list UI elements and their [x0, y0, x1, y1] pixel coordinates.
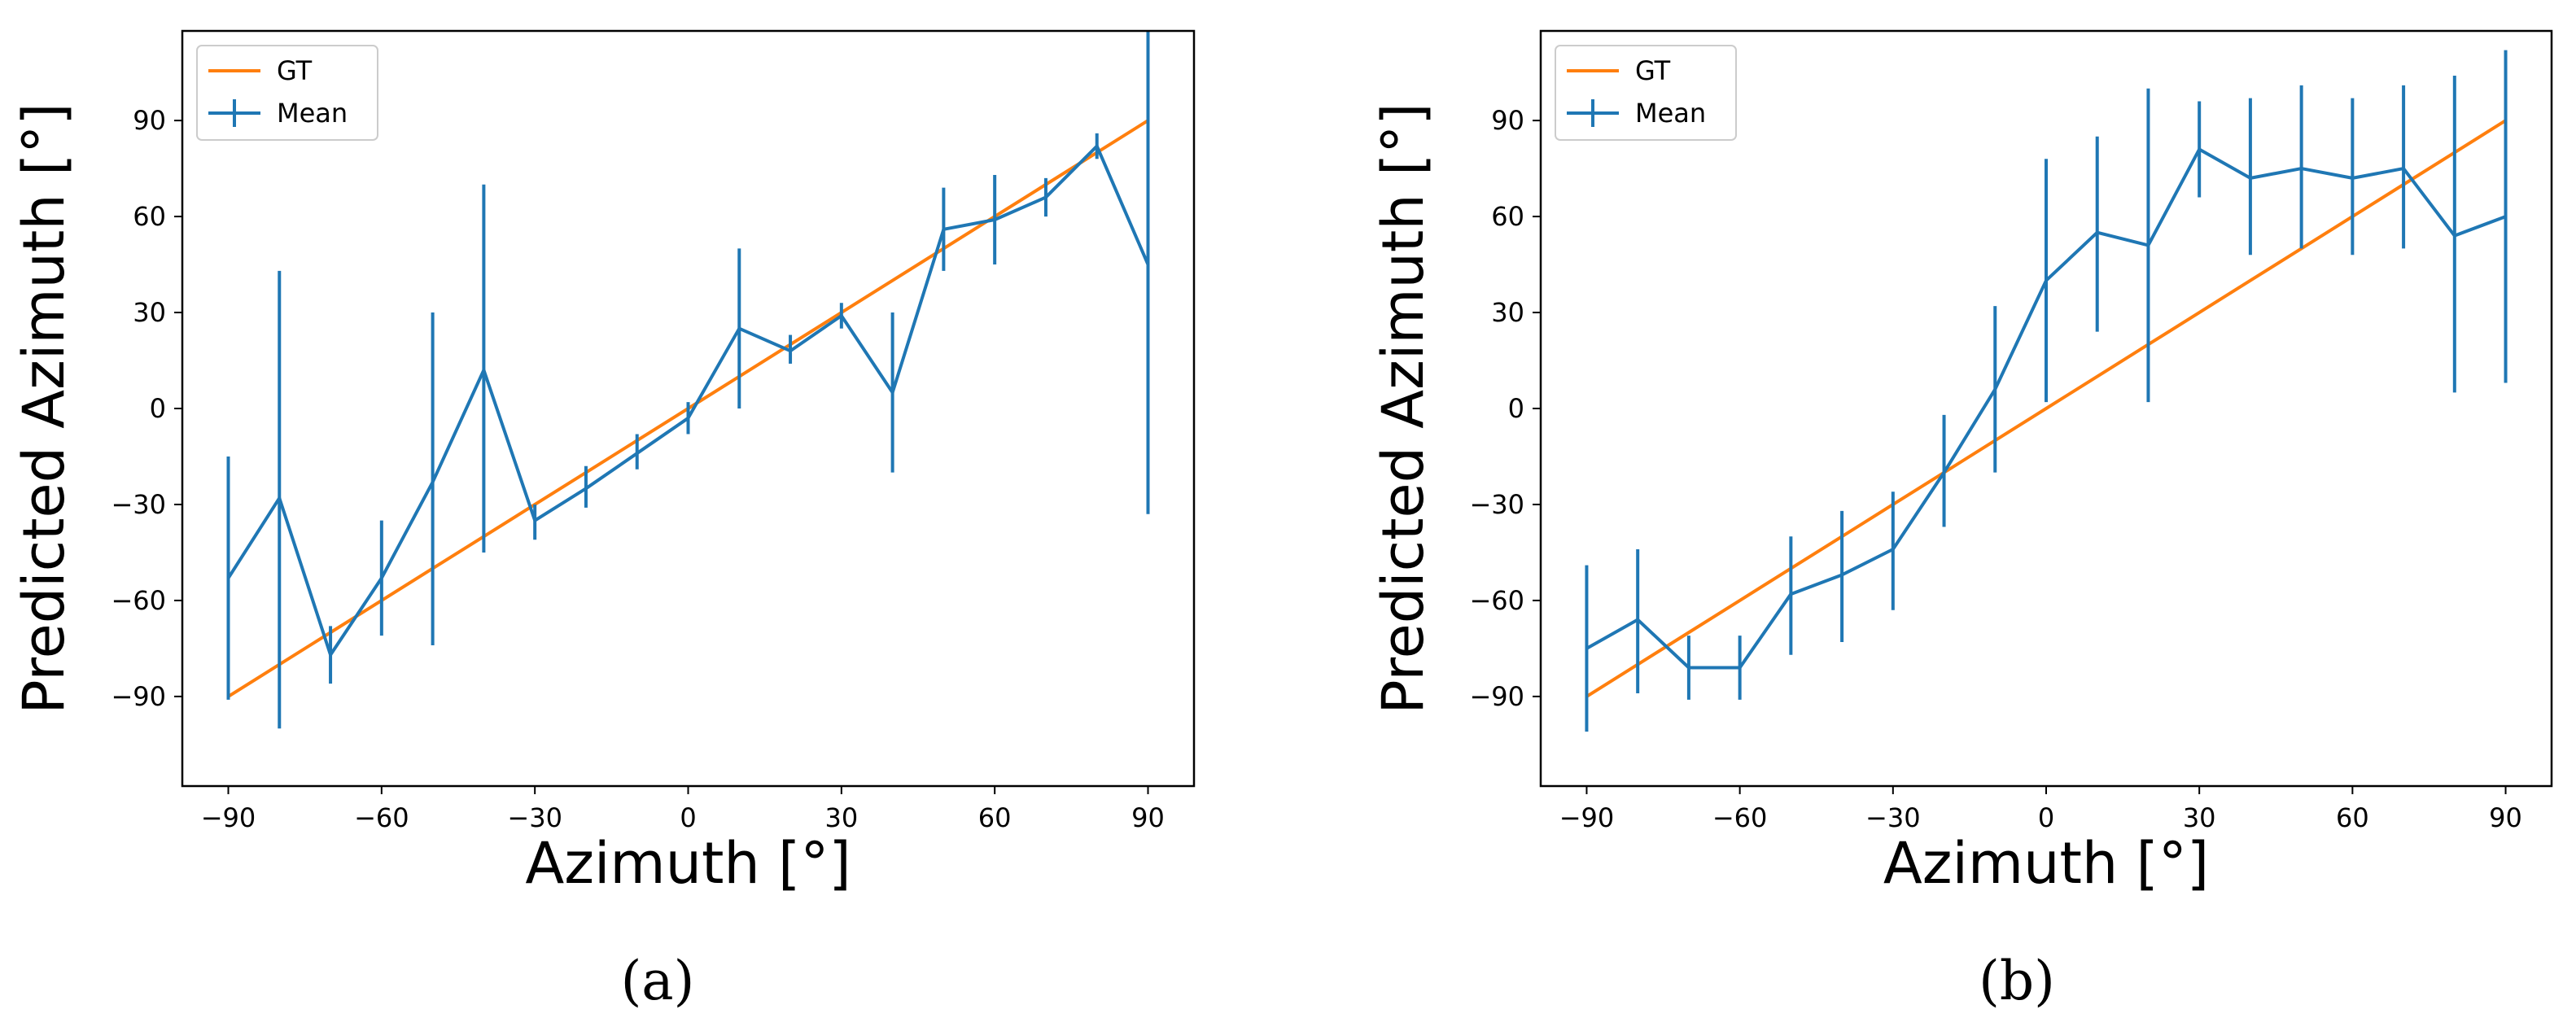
x-tick-label: −90 [201, 802, 256, 833]
y-tick-label: 0 [1508, 393, 1524, 424]
x-tick-label: −90 [1559, 802, 1615, 833]
chart-panel-b: −90 −60 −30 0 30 60 90 −90 −60 −30 0 30 60 90 GT Mean Az… [1370, 29, 2553, 1012]
x-tick-label: −60 [354, 802, 409, 833]
mean-series-line [1585, 147, 2507, 670]
legend-gt-label: GT [1635, 55, 1671, 86]
y-axis-label: Predicted Azimuth [°] [11, 103, 77, 714]
x-tick-label: 90 [2489, 802, 2522, 833]
x-tick-label: 60 [978, 802, 1012, 833]
x-axis-label: Azimuth [°] [1883, 830, 2209, 897]
x-tick-label: −30 [507, 802, 562, 833]
panel-caption: (b) [1979, 950, 2055, 1012]
legend-mean-label: Mean [1635, 98, 1706, 129]
y-tick-label: −60 [111, 585, 166, 616]
mean-series-line [226, 144, 1150, 657]
legend-mean-label: Mean [277, 98, 348, 129]
y-tick-label: −90 [1469, 681, 1524, 712]
legend-gt-label: GT [277, 55, 313, 86]
x-tick-label: 0 [680, 802, 696, 833]
chart-panel-a: −90 −60 −30 0 30 60 90 −90 −60 −30 0 30 60 90 GT Mean Az… [11, 29, 1196, 1012]
y-tick-label: −90 [111, 681, 166, 712]
x-tick-label: 90 [1131, 802, 1165, 833]
x-tick-label: 30 [2183, 802, 2216, 833]
y-tick-label: 90 [133, 105, 166, 136]
x-tick-label: −30 [1865, 802, 1921, 833]
y-axis-label: Predicted Azimuth [°] [1370, 103, 1437, 714]
panel-caption: (a) [621, 950, 695, 1012]
x-tick-label: 60 [2336, 802, 2369, 833]
y-tick-label: 0 [150, 393, 166, 424]
y-tick-label: 90 [1491, 105, 1524, 136]
plot-area [1585, 50, 2508, 732]
x-tick-label: −60 [1712, 802, 1768, 833]
x-tick-label: 30 [824, 802, 858, 833]
plot-frame [181, 29, 1196, 788]
x-axis-label: Azimuth [°] [525, 830, 851, 897]
y-tick-label: −30 [111, 489, 166, 520]
y-tick-label: −30 [1469, 489, 1524, 520]
y-tick-label: −60 [1469, 585, 1524, 616]
plot-area [226, 31, 1150, 729]
y-tick-label: 30 [133, 297, 166, 328]
plot-frame [1539, 29, 2553, 788]
y-tick-label: 60 [1491, 201, 1524, 232]
x-tick-label: 0 [2038, 802, 2054, 833]
y-tick-label: 30 [1491, 297, 1524, 328]
y-tick-label: 60 [133, 201, 166, 232]
